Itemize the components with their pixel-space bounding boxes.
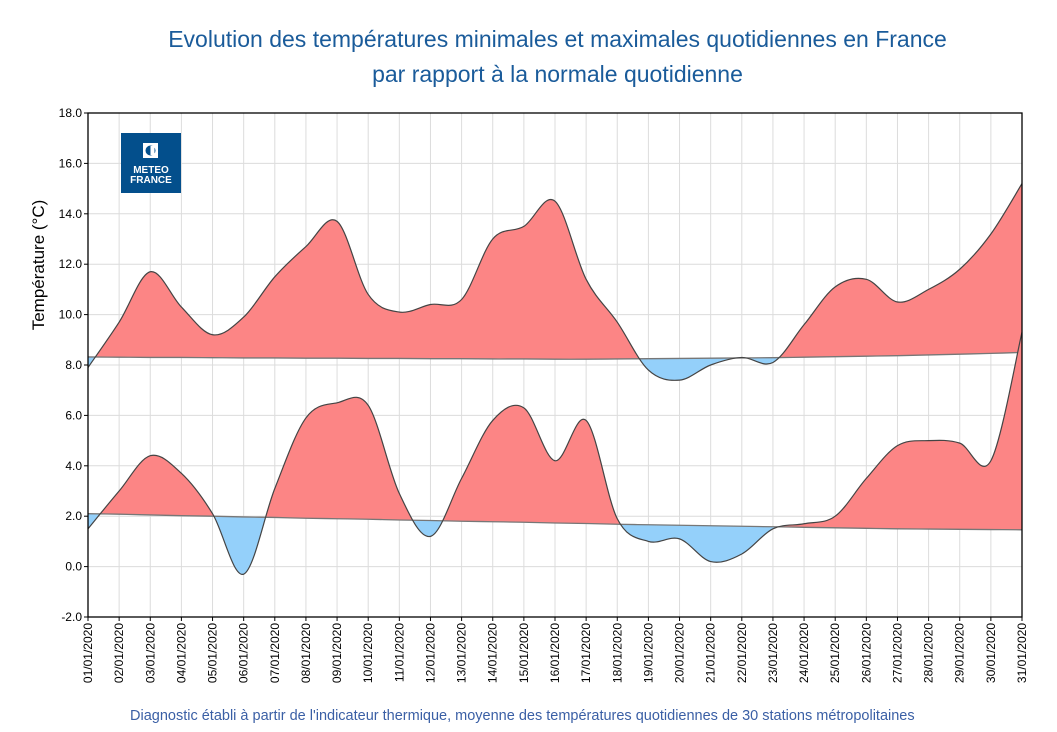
x-tick-label: 24/01/2020 xyxy=(797,623,811,683)
y-tick-label: 8.0 xyxy=(65,358,82,372)
y-tick-label: 4.0 xyxy=(65,459,82,473)
x-tick-label: 06/01/2020 xyxy=(237,623,251,683)
x-tick-label: 09/01/2020 xyxy=(330,623,344,683)
x-tick-label: 01/01/2020 xyxy=(81,623,95,683)
x-tick-label: 04/01/2020 xyxy=(174,623,188,683)
x-tick-label: 23/01/2020 xyxy=(766,623,780,683)
x-tick-label: 13/01/2020 xyxy=(455,623,469,683)
area-above-normal xyxy=(88,332,1022,530)
x-tick-label: 15/01/2020 xyxy=(517,623,531,683)
x-tick-label: 26/01/2020 xyxy=(859,623,873,683)
x-tick-label: 10/01/2020 xyxy=(361,623,375,683)
x-tick-label: 25/01/2020 xyxy=(828,623,842,683)
x-tick-label: 08/01/2020 xyxy=(299,623,313,683)
x-tick-label: 22/01/2020 xyxy=(735,623,749,683)
y-tick-label: 6.0 xyxy=(65,408,82,422)
x-tick-label: 31/01/2020 xyxy=(1015,623,1029,683)
x-tick-label: 18/01/2020 xyxy=(610,623,624,683)
logo-emblem-half xyxy=(150,146,155,155)
y-tick-label: 12.0 xyxy=(59,257,83,271)
normal-line xyxy=(87,513,1023,531)
logo-text-line1: METEO xyxy=(133,165,169,176)
logo-text-line2: FRANCE xyxy=(130,175,172,186)
area-above-normal xyxy=(88,183,1022,360)
y-tick-label: 14.0 xyxy=(59,207,83,221)
x-tick-label: 03/01/2020 xyxy=(143,623,157,683)
x-tick-label: 11/01/2020 xyxy=(392,623,406,682)
x-tick-label: 29/01/2020 xyxy=(953,623,967,683)
y-tick-label: 16.0 xyxy=(59,156,83,170)
x-tick-label: 16/01/2020 xyxy=(548,623,562,683)
y-tick-label: 0.0 xyxy=(65,560,82,574)
x-tick-label: 21/01/2020 xyxy=(704,623,718,683)
x-tick-label: 12/01/2020 xyxy=(423,623,437,683)
normal-line xyxy=(87,351,1023,360)
x-tick-label: 20/01/2020 xyxy=(673,623,687,683)
x-tick-label: 17/01/2020 xyxy=(579,623,593,683)
x-tick-label: 28/01/2020 xyxy=(922,623,936,683)
chart-title-line1: Evolution des températures minimales et … xyxy=(168,26,947,52)
y-tick-label: 10.0 xyxy=(59,308,83,322)
x-tick-label: 05/01/2020 xyxy=(206,623,220,683)
x-tick-label: 27/01/2020 xyxy=(890,623,904,683)
y-axis-label: Température (°C) xyxy=(29,200,48,331)
chart-title-line2: par rapport à la normale quotidienne xyxy=(372,61,743,87)
chart-footer: Diagnostic établi à partir de l'indicate… xyxy=(130,708,915,724)
x-tick-label: 14/01/2020 xyxy=(486,623,500,683)
temperature-line xyxy=(87,332,1023,575)
x-tick-label: 30/01/2020 xyxy=(984,623,998,683)
x-tick-label: 02/01/2020 xyxy=(112,623,126,683)
x-tick-label: 07/01/2020 xyxy=(268,623,282,683)
temperature-line xyxy=(87,183,1023,381)
y-tick-label: -2.0 xyxy=(61,610,82,624)
x-tick-label: 19/01/2020 xyxy=(641,623,655,683)
y-tick-label: 2.0 xyxy=(65,509,82,523)
y-tick-label: 18.0 xyxy=(59,106,83,120)
